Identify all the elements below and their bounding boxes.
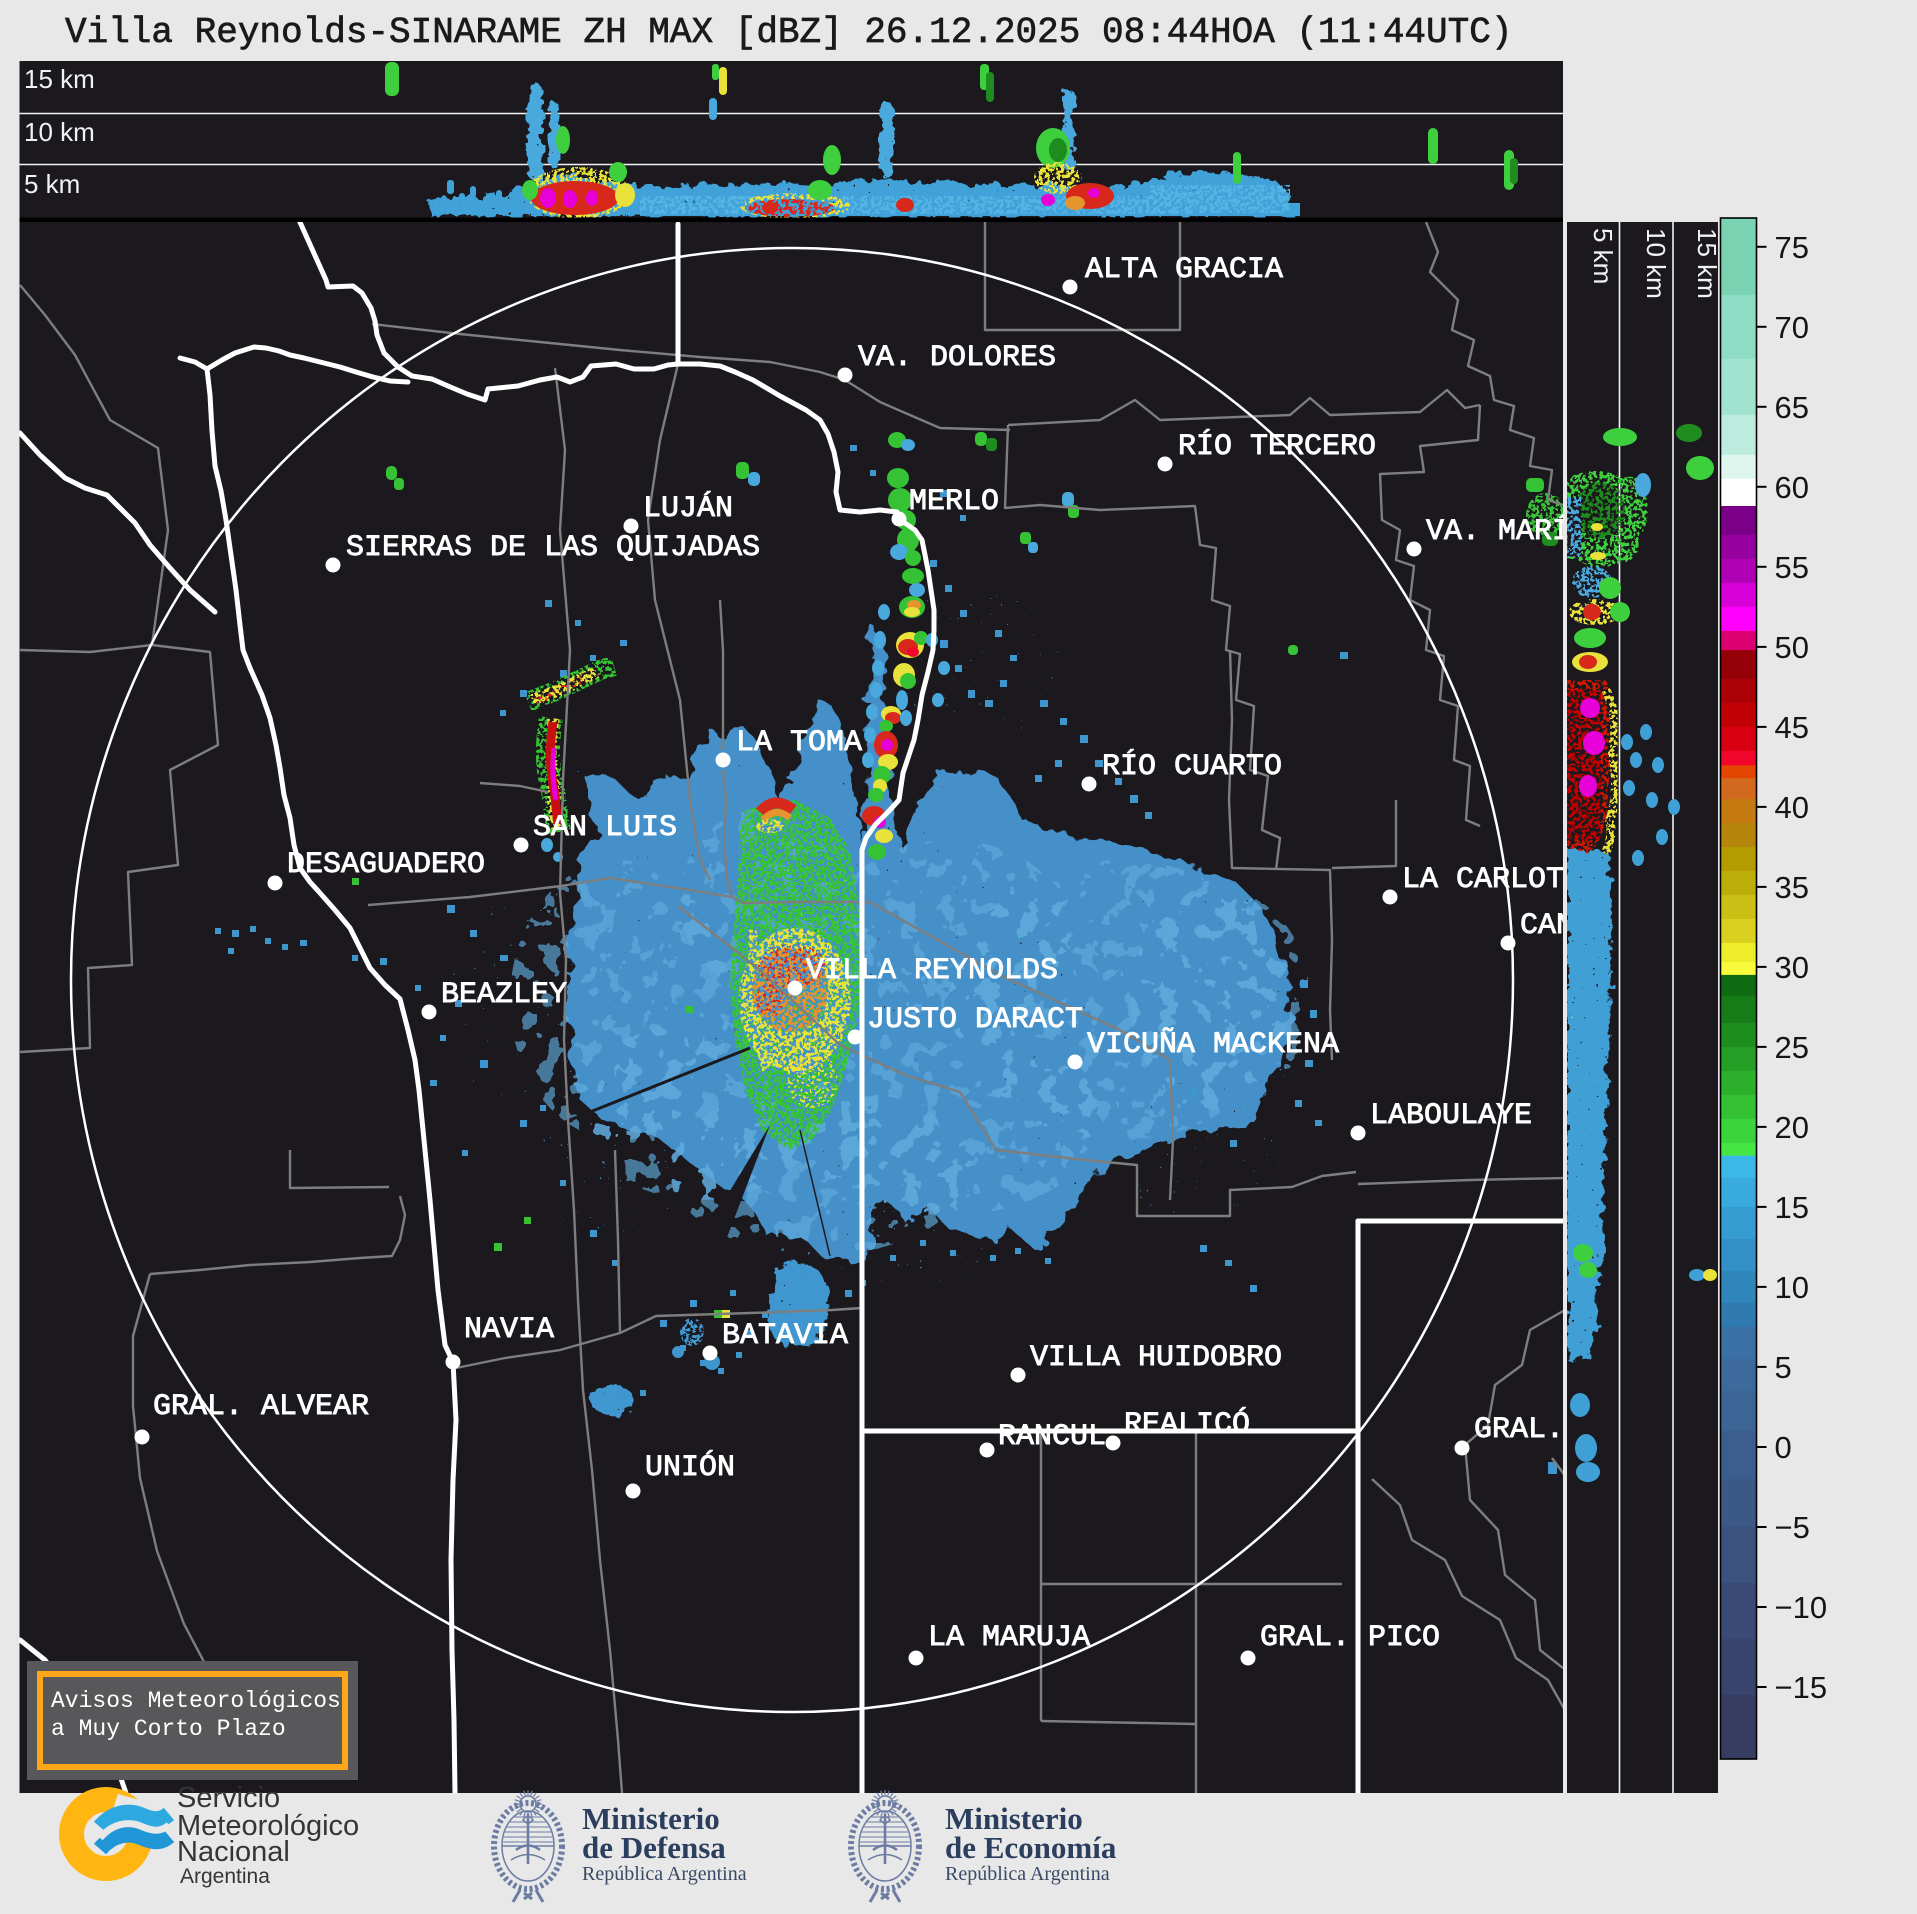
svg-text:10 km: 10 km bbox=[1641, 228, 1671, 299]
svg-text:REALICÓ: REALICÓ bbox=[1124, 1407, 1250, 1442]
svg-text:NAVIA: NAVIA bbox=[464, 1313, 554, 1347]
svg-text:70: 70 bbox=[1775, 310, 1809, 345]
svg-text:Villa Reynolds-SINARAME ZH MAX: Villa Reynolds-SINARAME ZH MAX [dBZ] 26.… bbox=[65, 12, 1512, 53]
svg-text:Avisos Meteorológicos: Avisos Meteorológicos bbox=[51, 1688, 341, 1714]
svg-text:VILLA REYNOLDS: VILLA REYNOLDS bbox=[806, 954, 1058, 988]
svg-text:VA. DOLORES: VA. DOLORES bbox=[858, 341, 1056, 375]
svg-text:LA TOMA: LA TOMA bbox=[736, 726, 862, 760]
svg-text:ALTA GRACIA: ALTA GRACIA bbox=[1085, 253, 1283, 287]
svg-text:60: 60 bbox=[1775, 470, 1809, 505]
svg-text:RÍO TERCERO: RÍO TERCERO bbox=[1178, 429, 1376, 464]
svg-text:25: 25 bbox=[1775, 1030, 1809, 1065]
svg-text:República Argentina: República Argentina bbox=[945, 1863, 1110, 1885]
svg-text:0: 0 bbox=[1775, 1430, 1792, 1465]
svg-text:GRAL. PICO: GRAL. PICO bbox=[1260, 1621, 1440, 1655]
svg-text:65: 65 bbox=[1775, 390, 1809, 425]
svg-text:Meteorológico: Meteorológico bbox=[177, 1810, 359, 1842]
svg-text:SAN LUIS: SAN LUIS bbox=[533, 811, 677, 845]
svg-text:VA. MARÍA: VA. MARÍA bbox=[1426, 514, 1588, 549]
svg-text:Nacional: Nacional bbox=[177, 1836, 290, 1868]
svg-text:SIERRAS DE LAS QUIJADAS: SIERRAS DE LAS QUIJADAS bbox=[346, 531, 760, 565]
svg-text:JUSTO DARACT: JUSTO DARACT bbox=[867, 1003, 1083, 1037]
svg-text:CANALS: CANALS bbox=[1520, 909, 1628, 943]
svg-text:LA MARUJA: LA MARUJA bbox=[928, 1621, 1090, 1655]
svg-text:VICUÑA MACKENA: VICUÑA MACKENA bbox=[1087, 1027, 1339, 1062]
svg-text:−10: −10 bbox=[1775, 1590, 1828, 1625]
svg-text:45: 45 bbox=[1775, 710, 1809, 745]
svg-text:10: 10 bbox=[1775, 1270, 1809, 1305]
svg-text:Servicio: Servicio bbox=[177, 1782, 280, 1814]
svg-text:GRAL. VILLEGAS: GRAL. VILLEGAS bbox=[1474, 1413, 1726, 1447]
svg-text:5 km: 5 km bbox=[24, 169, 80, 199]
svg-text:75: 75 bbox=[1775, 230, 1809, 265]
svg-text:55: 55 bbox=[1775, 550, 1809, 585]
svg-text:LABOULAYE: LABOULAYE bbox=[1370, 1099, 1532, 1133]
svg-text:LA CARLOTA: LA CARLOTA bbox=[1402, 863, 1582, 897]
svg-text:RÍO CUARTO: RÍO CUARTO bbox=[1102, 749, 1282, 784]
svg-text:35: 35 bbox=[1775, 870, 1809, 905]
svg-text:a Muy Corto Plazo: a Muy Corto Plazo bbox=[51, 1716, 286, 1742]
svg-text:UNIÓN: UNIÓN bbox=[645, 1450, 735, 1485]
svg-text:MERLO: MERLO bbox=[909, 485, 999, 519]
svg-text:GRAL. ALVEAR: GRAL. ALVEAR bbox=[153, 1390, 369, 1424]
svg-text:BEAZLEY: BEAZLEY bbox=[441, 978, 567, 1012]
svg-text:de Defensa: de Defensa bbox=[582, 1830, 726, 1865]
svg-text:República Argentina: República Argentina bbox=[582, 1863, 747, 1885]
svg-text:Argentina: Argentina bbox=[180, 1865, 270, 1888]
svg-text:5: 5 bbox=[1775, 1350, 1792, 1385]
svg-text:30: 30 bbox=[1775, 950, 1809, 985]
svg-text:de Economía: de Economía bbox=[945, 1830, 1117, 1865]
svg-text:Ministerio: Ministerio bbox=[582, 1801, 720, 1836]
svg-text:−15: −15 bbox=[1775, 1670, 1828, 1705]
svg-text:40: 40 bbox=[1775, 790, 1809, 825]
svg-text:VILLA HUIDOBRO: VILLA HUIDOBRO bbox=[1030, 1341, 1282, 1375]
svg-text:50: 50 bbox=[1775, 630, 1809, 665]
svg-text:20: 20 bbox=[1775, 1110, 1809, 1145]
svg-text:DESAGUADERO: DESAGUADERO bbox=[287, 848, 485, 882]
svg-text:RANCUL: RANCUL bbox=[998, 1420, 1106, 1454]
svg-text:10 km: 10 km bbox=[24, 117, 95, 147]
svg-text:Ministerio: Ministerio bbox=[945, 1801, 1083, 1836]
svg-text:15 km: 15 km bbox=[1692, 228, 1722, 299]
svg-text:15: 15 bbox=[1775, 1190, 1809, 1225]
svg-text:−5: −5 bbox=[1775, 1510, 1810, 1545]
svg-text:LUJÁN: LUJÁN bbox=[643, 491, 733, 526]
svg-text:5 km: 5 km bbox=[1588, 228, 1618, 284]
svg-text:15 km: 15 km bbox=[24, 64, 95, 94]
svg-text:BATAVIA: BATAVIA bbox=[722, 1319, 848, 1353]
